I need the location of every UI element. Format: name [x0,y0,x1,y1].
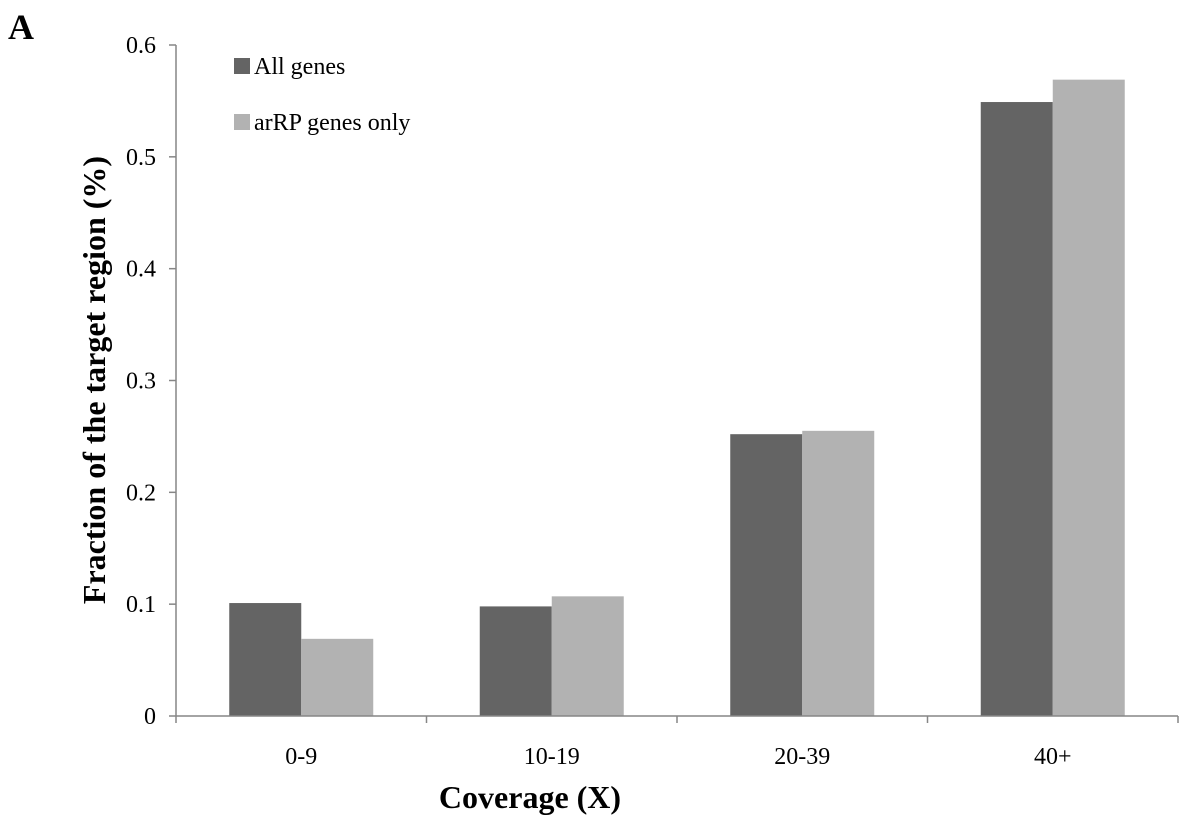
y-tick-label: 0.1 [126,592,156,618]
x-tick-label: 10-19 [524,744,580,770]
x-tick-label: 0-9 [285,744,317,770]
x-tick-label: 40+ [1034,744,1072,770]
bar-arrp-genes-20-39 [802,430,875,716]
bars-group [229,79,1125,716]
bar-all-genes-20-39 [730,434,803,716]
panel-label: A [8,7,34,47]
y-axis-title: Fraction of the target region (%) [76,156,112,604]
y-tick-label: 0 [144,704,156,730]
y-tick-label: 0.5 [126,145,156,171]
y-tick-label: 0.4 [126,257,156,283]
legend-label: arRP genes only [254,110,410,136]
x-axis-title: Coverage (X) [439,779,621,815]
bar-all-genes-0-9 [229,603,302,716]
x-ticks-group: 0-9 10-19 20-39 40+ [175,716,1179,770]
legend-label: All genes [254,54,345,80]
bar-all-genes-10-19 [479,606,552,716]
bar-arrp-genes-40+ [1052,79,1125,716]
bar-arrp-genes-0-9 [301,638,374,716]
y-ticks-group: 0 0.1 0.2 0.3 0.4 0.5 0.6 [126,33,176,730]
y-tick-label: 0.6 [126,33,156,59]
legend-swatch [234,114,250,130]
bar-all-genes-40+ [980,102,1053,716]
y-tick-label: 0.2 [126,480,156,506]
legend: All genes arRP genes only [234,54,410,136]
y-tick-label: 0.3 [126,369,156,395]
legend-swatch [234,58,250,74]
bar-arrp-genes-10-19 [551,596,624,716]
x-tick-label: 20-39 [774,744,830,770]
